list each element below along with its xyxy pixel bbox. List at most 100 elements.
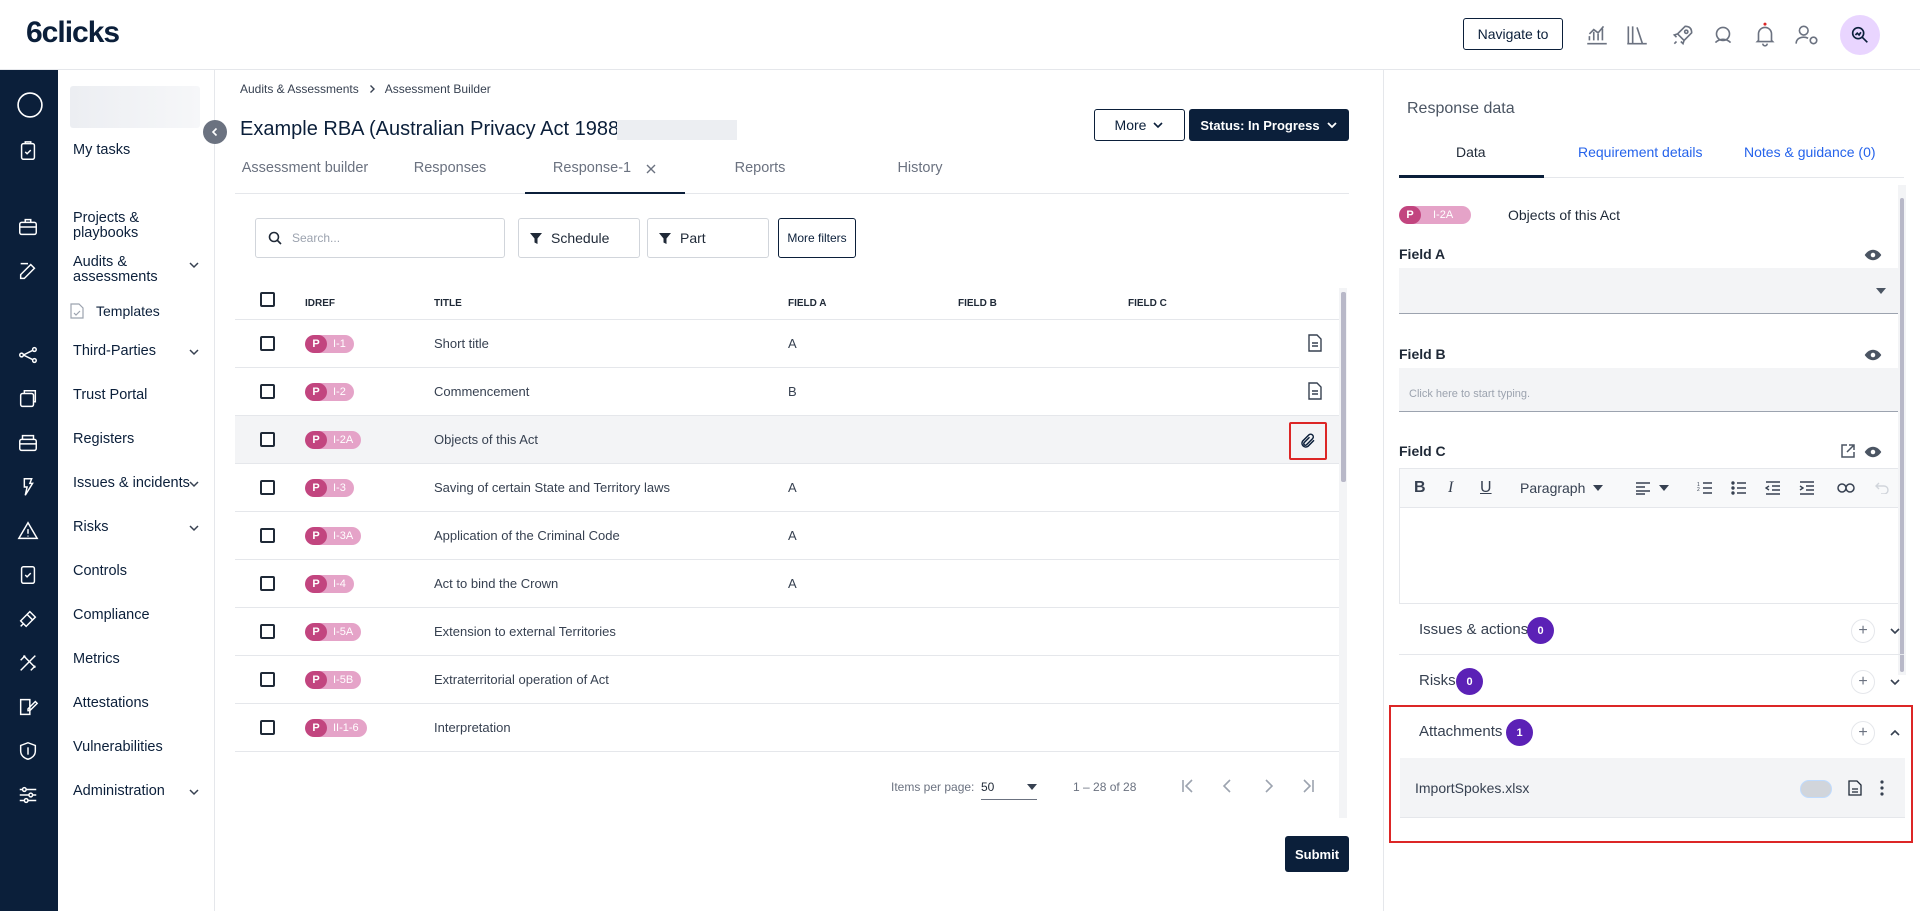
- field-b-input[interactable]: Click here to start typing.: [1399, 368, 1899, 412]
- sidebar-item-projects[interactable]: Projects & playbooks: [73, 210, 140, 241]
- attachment-file-name[interactable]: ImportSpokes.xlsx: [1415, 780, 1530, 796]
- sidebar-item-issues[interactable]: Issues & incidents: [73, 476, 199, 491]
- chevron-down-icon[interactable]: [188, 478, 200, 490]
- italic-icon[interactable]: I: [1448, 479, 1454, 496]
- document-icon[interactable]: [1307, 382, 1325, 400]
- table-row[interactable]: P I-4 Act to bind the Crown A: [235, 560, 1339, 608]
- chevron-up-icon[interactable]: [1889, 727, 1901, 739]
- tab-history[interactable]: History: [897, 160, 943, 176]
- tab-notes-guidance[interactable]: Notes & guidance (0): [1744, 144, 1876, 160]
- submit-button[interactable]: Submit: [1285, 836, 1349, 872]
- outdent-icon[interactable]: [1765, 481, 1781, 495]
- file-icon[interactable]: [1848, 780, 1862, 796]
- sidebar-item-vulnerabilities[interactable]: Vulnerabilities: [73, 739, 163, 755]
- open-external-icon[interactable]: [1840, 443, 1856, 459]
- row-checkbox[interactable]: [260, 720, 275, 735]
- rocket-icon[interactable]: [1670, 22, 1696, 48]
- attestations-icon[interactable]: [17, 696, 41, 720]
- row-checkbox[interactable]: [260, 384, 275, 399]
- portal-icon[interactable]: [17, 388, 41, 412]
- row-checkbox[interactable]: [260, 672, 275, 687]
- sidebar-item-registers[interactable]: Registers: [73, 431, 135, 447]
- align-select[interactable]: [1635, 481, 1669, 495]
- more-button[interactable]: More: [1094, 109, 1185, 141]
- column-header-field-c[interactable]: FIELD C: [1128, 298, 1167, 309]
- more-filters-button[interactable]: More filters: [778, 218, 856, 258]
- row-checkbox[interactable]: [260, 576, 275, 591]
- link-icon[interactable]: [1837, 482, 1855, 494]
- last-page-icon[interactable]: [1300, 778, 1316, 794]
- schedule-filter-button[interactable]: Schedule: [518, 218, 640, 258]
- row-checkbox[interactable]: [260, 336, 275, 351]
- sidebar-item-audits[interactable]: Audits & assessments: [73, 255, 199, 285]
- table-row-selected[interactable]: P I-2A Objects of this Act: [235, 416, 1339, 464]
- tab-data[interactable]: Data: [1456, 144, 1486, 160]
- tab-response-1[interactable]: Response-1: [525, 158, 685, 194]
- indent-icon[interactable]: [1799, 481, 1815, 495]
- metrics-icon[interactable]: [17, 652, 41, 676]
- row-checkbox[interactable]: [260, 432, 275, 447]
- chevron-down-icon[interactable]: [188, 522, 200, 534]
- breadcrumb-link[interactable]: Audits & Assessments: [240, 82, 359, 96]
- table-scrollbar-thumb[interactable]: [1341, 292, 1346, 482]
- document-icon[interactable]: [1307, 334, 1325, 352]
- bulleted-list-icon[interactable]: [1731, 481, 1747, 495]
- tab-responses[interactable]: Responses: [413, 160, 487, 176]
- table-row[interactable]: P I-2 Commencement B: [235, 368, 1339, 416]
- collapse-sidebar-button[interactable]: [203, 120, 227, 144]
- row-checkbox[interactable]: [260, 528, 275, 543]
- issues-icon[interactable]: [17, 476, 41, 500]
- attachment-highlight[interactable]: [1289, 422, 1327, 460]
- add-icon[interactable]: +: [1851, 721, 1875, 745]
- column-header-title[interactable]: TITLE: [434, 298, 462, 309]
- undo-icon[interactable]: [1875, 482, 1889, 494]
- sidebar-item-metrics[interactable]: Metrics: [73, 651, 120, 667]
- attachment-toggle[interactable]: [1800, 780, 1832, 798]
- column-header-field-a[interactable]: FIELD A: [788, 298, 827, 309]
- administration-sliders-icon[interactable]: [17, 784, 41, 808]
- account-circle-icon[interactable]: [17, 92, 43, 118]
- previous-page-icon[interactable]: [1220, 778, 1236, 794]
- chevron-down-icon[interactable]: [188, 786, 200, 798]
- table-row[interactable]: P I-3A Application of the Criminal Code A: [235, 512, 1339, 560]
- sidebar-item-risks[interactable]: Risks: [73, 520, 199, 535]
- sidebar-item-trust-portal[interactable]: Trust Portal: [73, 387, 148, 403]
- risk-warning-icon[interactable]: [17, 520, 41, 544]
- visibility-eye-icon[interactable]: [1864, 443, 1882, 461]
- underline-icon[interactable]: U: [1480, 479, 1492, 496]
- tab-requirement-details[interactable]: Requirement details: [1578, 144, 1703, 160]
- briefcase-icon[interactable]: [17, 216, 41, 240]
- sidebar-item-third-parties[interactable]: Third-Parties: [73, 344, 199, 359]
- analytics-icon[interactable]: [1584, 22, 1610, 48]
- visibility-eye-icon[interactable]: [1864, 246, 1882, 264]
- add-icon[interactable]: +: [1851, 670, 1875, 694]
- bold-icon[interactable]: B: [1414, 479, 1426, 496]
- network-icon[interactable]: [17, 344, 41, 368]
- first-page-icon[interactable]: [1180, 778, 1196, 794]
- chevron-down-icon[interactable]: [188, 346, 200, 358]
- attachment-item[interactable]: ImportSpokes.xlsx: [1400, 758, 1905, 818]
- navigate-to-button[interactable]: Navigate to: [1463, 18, 1563, 50]
- select-all-checkbox[interactable]: [260, 292, 275, 307]
- registers-icon[interactable]: [17, 432, 41, 456]
- more-options-icon[interactable]: [1880, 780, 1884, 796]
- search-input[interactable]: Search...: [255, 218, 505, 258]
- sidebar-item-my-tasks[interactable]: My tasks: [73, 142, 131, 158]
- chevron-down-icon[interactable]: [1889, 676, 1901, 688]
- table-row[interactable]: P I-1 Short title A: [235, 320, 1339, 368]
- tab-assessment-builder[interactable]: Assessment builder: [241, 160, 369, 176]
- status-button[interactable]: Status: In Progress: [1189, 109, 1349, 141]
- sidebar-item-templates[interactable]: Templates: [70, 303, 160, 319]
- next-page-icon[interactable]: [1260, 778, 1276, 794]
- support-icon[interactable]: [1710, 22, 1736, 48]
- notifications-bell-icon[interactable]: [1752, 22, 1778, 48]
- add-icon[interactable]: +: [1851, 619, 1875, 643]
- edit-icon[interactable]: [17, 260, 41, 284]
- column-header-field-b[interactable]: FIELD B: [958, 298, 997, 309]
- items-per-page-select[interactable]: 50: [981, 774, 1037, 800]
- paragraph-format-select[interactable]: Paragraph: [1520, 480, 1604, 496]
- table-scrollbar[interactable]: [1339, 288, 1347, 818]
- row-checkbox[interactable]: [260, 480, 275, 495]
- column-header-idref[interactable]: IDREF: [305, 298, 335, 309]
